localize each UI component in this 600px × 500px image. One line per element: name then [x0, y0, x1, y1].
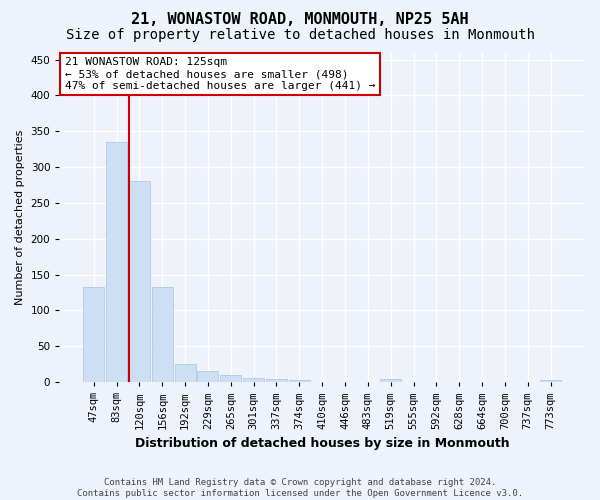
Bar — [289, 380, 310, 382]
Bar — [83, 287, 104, 382]
Text: Contains HM Land Registry data © Crown copyright and database right 2024.
Contai: Contains HM Land Registry data © Crown c… — [77, 478, 523, 498]
Bar — [129, 182, 150, 382]
Bar — [220, 375, 241, 382]
Bar — [380, 380, 401, 382]
Bar — [106, 142, 127, 382]
Bar — [243, 378, 264, 382]
Bar — [540, 380, 561, 382]
Text: 21 WONASTOW ROAD: 125sqm
← 53% of detached houses are smaller (498)
47% of semi-: 21 WONASTOW ROAD: 125sqm ← 53% of detach… — [65, 58, 375, 90]
X-axis label: Distribution of detached houses by size in Monmouth: Distribution of detached houses by size … — [135, 437, 509, 450]
Y-axis label: Number of detached properties: Number of detached properties — [15, 130, 25, 305]
Text: Size of property relative to detached houses in Monmouth: Size of property relative to detached ho… — [65, 28, 535, 42]
Bar — [266, 378, 287, 382]
Bar — [197, 372, 218, 382]
Bar — [175, 364, 196, 382]
Bar — [152, 287, 173, 382]
Text: 21, WONASTOW ROAD, MONMOUTH, NP25 5AH: 21, WONASTOW ROAD, MONMOUTH, NP25 5AH — [131, 12, 469, 28]
